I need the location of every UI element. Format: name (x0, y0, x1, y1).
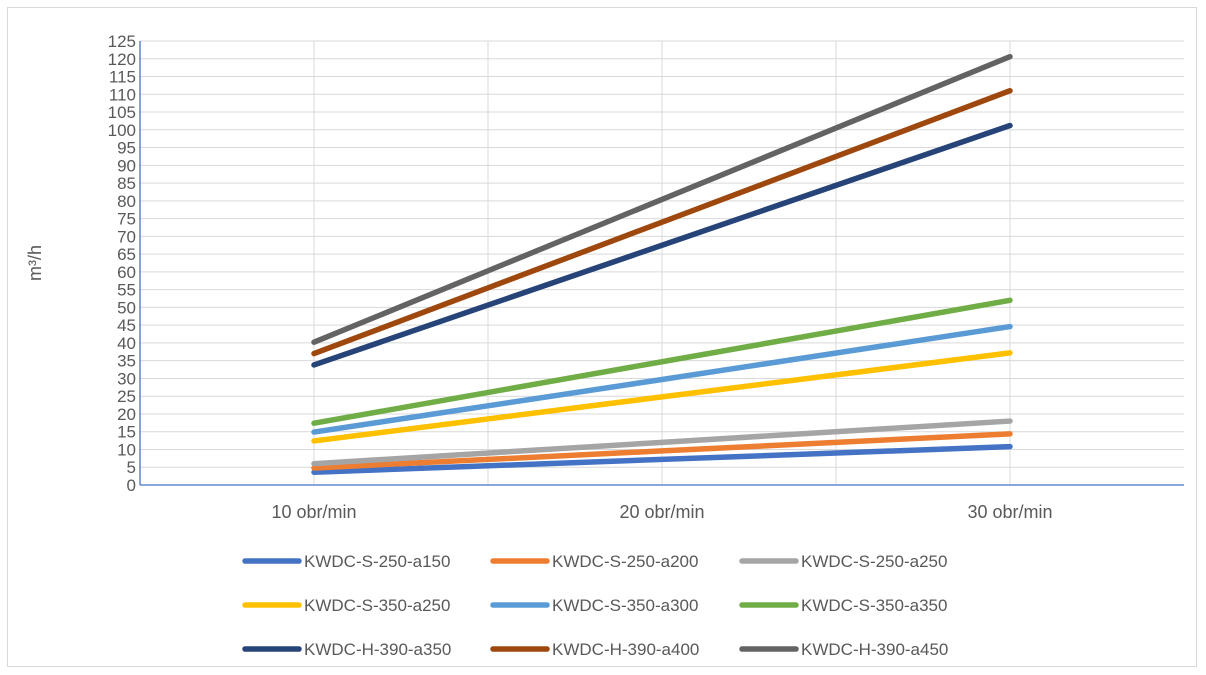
y-tick-label: 100 (108, 121, 136, 140)
legend-label: KWDC-S-250-a150 (304, 552, 450, 571)
y-tick-label: 90 (117, 156, 136, 175)
y-tick-label: 30 (117, 369, 136, 388)
y-tick-label: 40 (117, 334, 136, 353)
y-tick-label: 35 (117, 352, 136, 371)
y-tick-label: 60 (117, 263, 136, 282)
y-tick-label: 55 (117, 281, 136, 300)
series-line (311, 297, 1013, 426)
y-tick-label: 0 (127, 476, 136, 495)
y-tick-label: 65 (117, 245, 136, 264)
series-line (311, 87, 1013, 357)
series-line (311, 122, 1013, 368)
y-tick-label: 80 (117, 192, 136, 211)
y-axis-tick-labels: 0510152025303540455055606570758085909510… (108, 32, 136, 495)
y-tick-label: 50 (117, 298, 136, 317)
legend: KWDC-S-250-a150 KWDC-S-250-a200 KWDC-S-250… (242, 552, 948, 659)
x-tick-label: 30 obr/min (967, 502, 1052, 522)
series-line (311, 53, 1013, 345)
y-tick-label: 110 (109, 85, 136, 104)
y-tick-label: 45 (117, 316, 136, 335)
series-line (311, 431, 1013, 471)
y-axis-label: m³/h (25, 245, 45, 281)
legend-label: KWDC-S-250-a250 (801, 552, 947, 571)
legend-label: KWDC-S-350-a350 (801, 596, 947, 615)
y-tick-label: 125 (108, 32, 136, 51)
y-tick-label: 20 (117, 405, 136, 424)
legend-label: KWDC-S-250-a200 (552, 552, 698, 571)
chart-frame: 0 5 10 15 20 25 30 35 40 45 50 55 60 65 70 75 80 85 90 95 10… (7, 7, 1197, 667)
y-tick-label: 5 (127, 458, 136, 477)
x-axis-tick-labels: 10 obr/min 20 obr/min 30 obr/min (271, 502, 1052, 522)
y-tick-label: 25 (117, 387, 136, 406)
gridlines (140, 40, 1184, 485)
series-lines (311, 53, 1013, 475)
series-line (311, 350, 1013, 444)
legend-label: KWDC-S-350-a250 (304, 596, 450, 615)
legend-label: KWDC-H-390-a400 (552, 640, 699, 659)
axes (139, 41, 1184, 486)
y-tick-label: 10 (117, 440, 136, 459)
series-line (311, 323, 1013, 435)
series-line (311, 418, 1013, 467)
y-tick-label: 85 (117, 174, 136, 193)
x-tick-label: 20 obr/min (619, 502, 704, 522)
y-tick-label: 15 (117, 423, 136, 442)
x-tick-label: 10 obr/min (271, 502, 356, 522)
y-tick-label: 105 (108, 103, 136, 122)
series-line (311, 443, 1013, 475)
legend-label: KWDC-S-350-a300 (552, 596, 698, 615)
legend-label: KWDC-H-390-a350 (304, 640, 451, 659)
y-tick-label: 95 (117, 139, 136, 158)
legend-label: KWDC-H-390-a450 (801, 640, 948, 659)
y-tick-label: 115 (109, 68, 136, 87)
y-tick-label: 75 (117, 210, 136, 229)
y-tick-label: 120 (108, 50, 136, 69)
y-tick-label: 70 (117, 227, 136, 246)
line-chart: 0510152025303540455055606570758085909510… (25, 32, 1184, 659)
